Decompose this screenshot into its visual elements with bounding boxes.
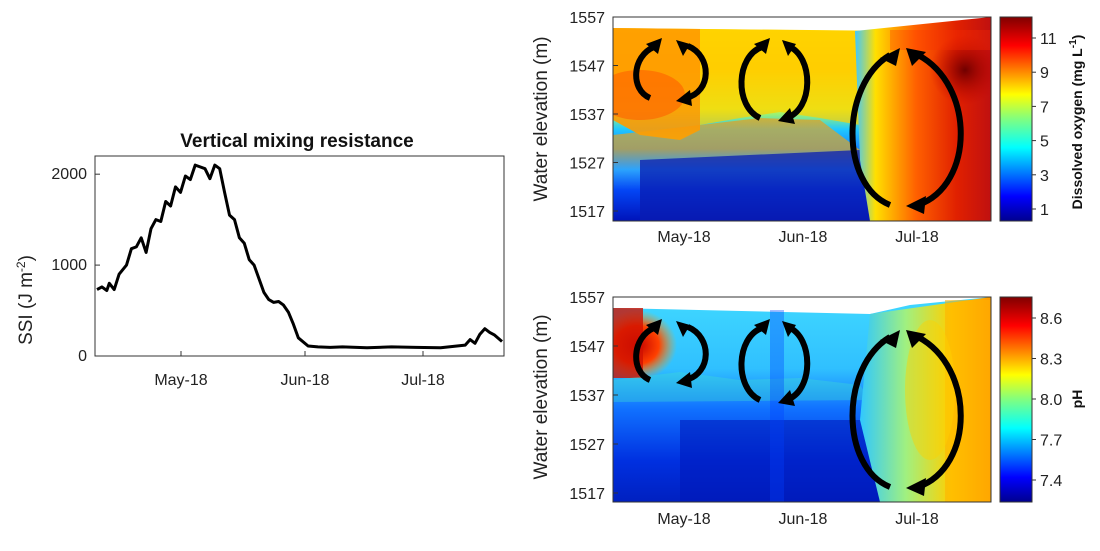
curved-arrow bbox=[633, 325, 656, 383]
x-tick-label: Jun-18 bbox=[281, 372, 330, 389]
x-tick-label: May-18 bbox=[154, 372, 207, 389]
curved-arrow bbox=[849, 52, 892, 208]
colorbar-label: pH bbox=[1069, 390, 1085, 409]
colorbar-tick-group: 1 3 5 7 9 11 bbox=[1032, 31, 1057, 219]
mixing-arrows bbox=[633, 324, 964, 490]
curved-arrow bbox=[685, 43, 709, 101]
x-tick-label: Jun-18 bbox=[779, 511, 828, 528]
plot-area bbox=[94, 155, 505, 357]
colorbar-tick-label: 7.7 bbox=[1040, 433, 1062, 450]
curved-arrow bbox=[684, 324, 709, 383]
y-tick-label: 1527 bbox=[569, 437, 605, 454]
curved-arrow bbox=[738, 44, 764, 121]
colorbar-tick-group: 7.4 7.7 8.0 8.3 8.6 bbox=[1032, 311, 1062, 490]
colorbar-tick-label: 5 bbox=[1040, 134, 1049, 151]
x-tick-group: May-18 Jun-18 Jul-18 bbox=[657, 229, 939, 246]
y-tick-label: 1517 bbox=[569, 486, 605, 503]
colorbar-tick-label: 11 bbox=[1040, 31, 1057, 48]
arrow-heads bbox=[646, 38, 926, 214]
y-tick-label: 1517 bbox=[569, 204, 605, 221]
y-tick-group: 0 1000 2000 bbox=[51, 166, 100, 365]
curved-arrow bbox=[738, 325, 764, 403]
y-tick-group: 1517 1527 1537 1547 1557 bbox=[569, 290, 618, 503]
colorbar-tick-label: 8.3 bbox=[1040, 352, 1062, 369]
y-tick-label: 1557 bbox=[569, 290, 605, 307]
colorbar bbox=[999, 296, 1033, 503]
y-tick-label: 2000 bbox=[51, 166, 87, 183]
ssi-chart: Vertical mixing resistance 0 1000 2000 May… bbox=[14, 131, 505, 389]
colorbar-tick-label: 8.0 bbox=[1040, 392, 1062, 409]
colorbar-tick-label: 7.4 bbox=[1040, 473, 1062, 490]
y-axis-label: SSI (J m-2) bbox=[14, 255, 37, 345]
y-tick-label: 1000 bbox=[51, 257, 87, 274]
colorbar-tick-label: 1 bbox=[1040, 202, 1049, 219]
x-tick-label: Jul-18 bbox=[401, 372, 445, 389]
y-tick-label: 0 bbox=[78, 348, 87, 365]
colorbar-tick-label: 9 bbox=[1040, 65, 1049, 82]
y-axis-label: Water elevation (m) bbox=[531, 36, 552, 201]
x-tick-group: May-18 Jun-18 Jul-18 bbox=[154, 351, 445, 389]
x-tick-label: May-18 bbox=[657, 511, 710, 528]
arrow-heads bbox=[646, 319, 926, 496]
y-tick-label: 1547 bbox=[569, 59, 605, 76]
colorbar bbox=[999, 16, 1033, 222]
x-tick-label: Jul-18 bbox=[895, 229, 939, 246]
curved-arrow bbox=[916, 52, 964, 208]
colorbar-tick-label: 8.6 bbox=[1040, 311, 1062, 328]
x-tick-label: Jul-18 bbox=[895, 511, 939, 528]
colorbar-tick-label: 3 bbox=[1040, 168, 1049, 185]
y-tick-label: 1537 bbox=[569, 107, 605, 124]
x-tick-label: Jun-18 bbox=[779, 229, 828, 246]
colorbar-tick-label: 7 bbox=[1040, 99, 1049, 116]
curved-arrow bbox=[633, 44, 656, 101]
y-tick-group: 1517 1527 1537 1547 1557 bbox=[569, 10, 618, 221]
curved-arrow bbox=[916, 334, 964, 490]
curved-arrow bbox=[784, 324, 811, 403]
y-axis-label: Water elevation (m) bbox=[531, 314, 552, 479]
y-tick-label: 1537 bbox=[569, 388, 605, 405]
y-tick-label: 1547 bbox=[569, 339, 605, 356]
curved-arrow bbox=[849, 334, 892, 490]
x-tick-group: May-18 Jun-18 Jul-18 bbox=[657, 511, 939, 528]
mixing-arrows bbox=[633, 43, 964, 208]
curved-arrow bbox=[784, 43, 811, 121]
chart-title: Vertical mixing resistance bbox=[180, 131, 413, 152]
x-tick-label: May-18 bbox=[657, 229, 710, 246]
colorbar-label: Dissolved oxygen (mg L-1) bbox=[1068, 35, 1085, 210]
ssi-series-line bbox=[96, 163, 503, 350]
y-tick-label: 1527 bbox=[569, 156, 605, 173]
y-tick-label: 1557 bbox=[569, 10, 605, 27]
